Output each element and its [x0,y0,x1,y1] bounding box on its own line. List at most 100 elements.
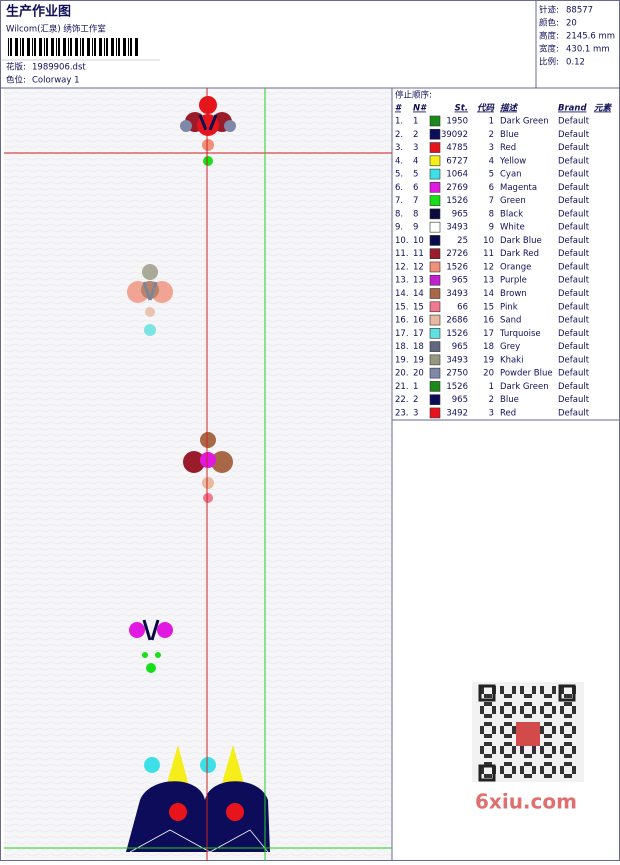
qr-cell [548,702,552,706]
brand: Default [558,276,590,286]
color-swatch [429,168,441,180]
qr-cell [488,742,492,746]
qr-cell [484,722,488,726]
motif [129,619,173,673]
needle: 6 [413,183,418,193]
qr-cell [572,746,576,750]
qr-cell [512,686,516,690]
bar [27,38,30,56]
description: Blue [500,395,519,405]
needle: 3 [413,408,418,418]
qr-cell [500,726,504,730]
qr-cell [560,710,564,714]
brand: Default [558,249,590,259]
bar [75,38,78,56]
qr-cell [520,750,524,754]
needle: 16 [413,316,424,326]
qr-cell [532,690,536,694]
brand: Default [558,342,590,352]
column-header: 描述 [500,103,519,114]
qr-cell [544,742,548,746]
motif [183,432,233,503]
bar [92,38,93,56]
qr-cell [524,754,528,758]
bar [116,38,117,56]
seal [516,722,540,746]
row-index: 13. [395,276,409,286]
qr-cell [532,750,536,754]
qr-cell [544,714,548,718]
color-swatch [429,208,441,220]
brand: Default [558,316,590,326]
bar [130,38,132,56]
bar [80,38,81,56]
row-index: 4. [395,156,403,166]
qr-cell [500,690,504,694]
row-index: 11. [395,249,409,259]
stitches: 1526 [446,329,468,339]
qr-cell [552,686,556,690]
row-index: 20. [395,369,409,379]
code: 2 [489,130,494,140]
color-swatch [429,407,441,419]
row-index: 5. [395,170,403,180]
qr-cell [480,706,484,710]
stitches: 66 [457,302,468,312]
color-swatch [429,288,441,299]
description: Red [500,408,516,418]
code: 13 [483,276,494,286]
brand: Default [558,156,590,166]
qr-cell [520,710,524,714]
qr-cell [492,730,496,734]
qr-cell [564,734,568,738]
needle: 7 [413,196,418,206]
bar [56,38,57,56]
row-index: 9. [395,223,403,233]
qr-cell [544,762,548,766]
description: Brown [500,289,527,299]
qr-cell [540,770,544,774]
description: Black [500,209,523,219]
qr-cell [540,690,544,694]
qr-cell [480,686,484,690]
qr-cell [564,774,568,778]
description: Orange [500,262,531,272]
row-index: 7. [395,196,403,206]
watermark: 6xiu.com [475,790,577,814]
needle: 8 [413,209,418,219]
row-index: 3. [395,143,403,153]
qr-cell [520,706,524,710]
qr-cell [532,710,536,714]
design-file: 1989906.dst [32,63,86,73]
bar [15,38,18,56]
qr-cell [488,722,492,726]
qr-cell [540,710,544,714]
bar [87,38,90,56]
qr-cell [500,746,504,750]
qr-cell [552,690,556,694]
qr-cell [552,750,556,754]
bar [111,38,114,56]
qr-cell [500,706,504,710]
needle: 3 [413,143,418,153]
qr-cell [564,694,568,698]
code: 4 [489,156,494,166]
code: 1 [489,382,494,392]
row-index: 19. [395,355,409,365]
qr-cell [492,706,496,710]
color-swatch [429,128,441,140]
code: 9 [489,223,494,233]
qr-cell [524,762,528,766]
qr-cell [560,750,564,754]
bar [63,38,66,56]
qr-cell [500,710,504,714]
qr-cell [488,702,492,706]
qr-cell [488,734,492,738]
bar [123,38,126,56]
brand: Default [558,408,590,418]
code: 8 [489,209,494,219]
brand: Default [558,117,590,127]
title: 生产作业图 [6,4,71,20]
stitches: 1950 [446,117,468,127]
